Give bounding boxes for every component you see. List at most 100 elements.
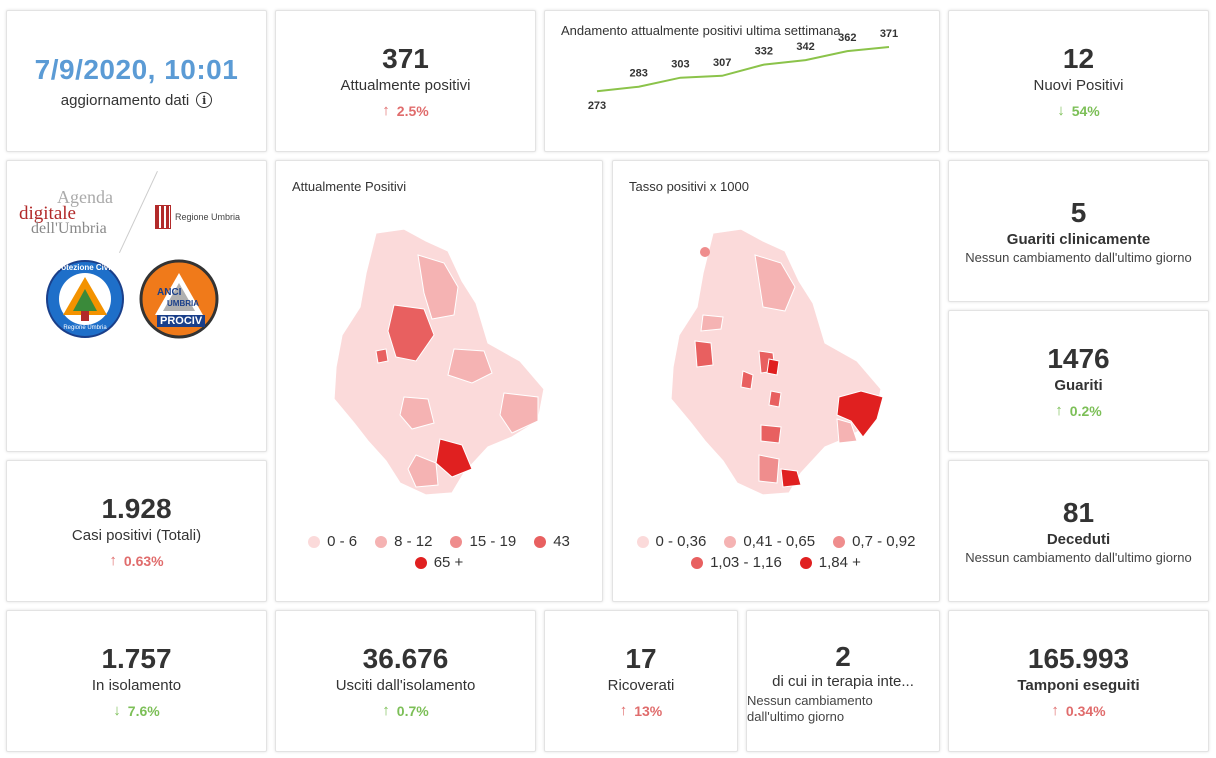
legend-label: 0,7 - 0,92 [852,533,916,550]
anci-logo-text1: ANCI [157,287,182,298]
ricoverati-delta: ↑ 13% [620,702,663,719]
legend-label: 0 - 0,36 [655,533,707,550]
map1-choropleth[interactable] [276,211,603,551]
map2-area-southeast[interactable] [836,418,858,444]
casi-totali-value: 1.928 [101,493,172,524]
trend-point-label: 273 [588,100,606,112]
tamponi-label: Tamponi eseguiti [1017,677,1140,694]
delta-value: 0.7% [396,702,429,719]
trend-point-label: 283 [630,68,648,80]
legend-dot-icon [691,556,704,569]
delta-value: 7.6% [127,702,160,719]
legend-dot-icon [308,535,321,548]
arrow-up-icon: ↑ [109,552,117,569]
trend-point-label: 303 [671,59,689,71]
map2-area-terni[interactable] [780,468,802,488]
update-label: aggiornamento dati [60,91,190,109]
guariti-label: Guariti [1054,377,1103,394]
legend-dot-icon [636,535,649,548]
anci-logo-text3: PROCIV [157,315,206,327]
legend-dot-icon [450,535,463,548]
map2-area-east[interactable] [836,390,884,438]
guariti-delta: ↑ 0.2% [1055,402,1101,419]
terapia-value: 2 [835,641,851,672]
map1-area-southeast[interactable] [499,392,539,434]
trend-chart-card: Andamento attualmente positivi ultima se… [544,10,940,152]
map-tasso-positivi-card: Tasso positivi x 1000 0 - 0,36 0,41 - 0,… [612,160,940,602]
tamponi-delta: ↑ 0.34% [1051,702,1105,719]
nuovi-positivi-value: 12 [1062,43,1095,74]
regione-emblem-icon [155,205,171,229]
map1-legend-item-3: 43 [534,533,570,550]
map1-legend: 0 - 6 8 - 12 15 - 19 43 65 + [276,533,602,571]
map2-area-northwest[interactable] [700,314,724,332]
trend-point-label: 332 [755,46,773,58]
casi-totali-card: 1.928 Casi positivi (Totali) ↑ 0.63% [6,460,267,602]
legend-label: 0 - 6 [327,533,358,550]
arrow-up-icon: ↑ [619,702,628,719]
map1-area-east[interactable] [447,348,493,384]
arrow-up-icon: ↑ [1055,402,1063,419]
logos-card: Agenda digitale dell'Umbria Regione Umbr… [6,160,267,452]
map2-choropleth[interactable] [613,211,940,551]
terapia-note: Nessun cambiamento dall'ultimo giorno [747,693,873,724]
guariti-clinicamente-note: Nessun cambiamento dall'ultimo giorno [965,249,1192,265]
map2-area-north[interactable] [754,254,796,312]
map2-area-center-2[interactable] [766,358,780,376]
map1-legend-item-4: 65 + [414,554,464,571]
trend-point-label: 362 [838,32,856,44]
info-icon[interactable]: i [196,92,213,108]
map2-area-north-dot[interactable] [700,247,710,257]
agenda-digitale-logo: Agenda digitale dell'Umbria [19,187,129,237]
legend-dot-icon [414,556,427,569]
map2-legend: 0 - 0,36 0,41 - 0,65 0,7 - 0,92 1,03 - 1… [613,533,939,571]
terapia-label: di cui in terapia inte... [772,673,914,690]
map2-area-south-2[interactable] [758,454,780,484]
legend-dot-icon [833,535,846,548]
map2-title: Tasso positivi x 1000 [629,179,749,194]
map1-area-small[interactable] [375,348,389,364]
legend-dot-icon [534,535,547,548]
update-date: 7/9/2020, 10:01 [34,53,239,85]
map2-area-center-4[interactable] [768,390,782,408]
deceduti-label: Deceduti [1046,530,1111,548]
map1-area-perugia[interactable] [387,304,435,362]
trend-chart: 273 283 303 307 332 342 362 371 [588,28,898,112]
map2-legend-item-2: 0,7 - 0,92 [833,533,915,550]
guariti-card: 1476 Guariti ↑ 0.2% [948,310,1209,452]
delta-value: 0.63% [123,552,164,569]
delta-value: 13% [634,702,663,719]
nuovi-positivi-label: Nuovi Positivi [1033,77,1124,94]
legend-label: 1,03 - 1,16 [710,554,782,571]
arrow-up-icon: ↑ [382,102,390,119]
legend-label: 1,84 + [818,554,861,571]
trend-point-label: 342 [796,41,814,53]
map1-legend-item-2: 15 - 19 [450,533,516,550]
casi-totali-label: Casi positivi (Totali) [71,527,202,544]
isolamento-delta: ↓ 7.6% [113,702,159,719]
attualmente-positivi-value: 371 [382,43,429,74]
guariti-clinicamente-card: 5 Guariti clinicamente Nessun cambiament… [948,160,1209,302]
terapia-intensiva-card: 2 di cui in terapia inte... Nessun cambi… [746,610,940,752]
map1-area-terni[interactable] [435,438,473,478]
map1-area-north[interactable] [417,254,459,320]
map1-area-orvieto[interactable] [407,454,439,488]
ricoverati-value: 17 [625,643,657,674]
regione-umbria-logo: Regione Umbria [155,205,240,229]
legend-dot-icon [724,535,737,548]
map1-title: Attualmente Positivi [292,179,407,194]
map1-area-center[interactable] [399,396,435,430]
attualmente-positivi-label: Attualmente positivi [340,77,471,94]
map2-area-south-1[interactable] [760,424,782,444]
guariti-clinicamente-label: Guariti clinicamente [1006,230,1151,248]
ricoverati-card: 17 Ricoverati ↑ 13% [544,610,738,752]
map-attualmente-positivi-card: Attualmente Positivi 0 - 6 8 - 12 15 - 1… [275,160,603,602]
delta-value: 2.5% [396,102,429,119]
map2-area-west[interactable] [694,340,714,368]
map2-area-center-3[interactable] [740,370,754,390]
legend-label: 65 + [433,554,464,571]
update-card: 7/9/2020, 10:01 aggiornamento dati i [6,10,267,152]
protezione-civile-subtext: Regione Umbria [63,325,107,331]
attualmente-positivi-card: 371 Attualmente positivi ↑ 2.5% [275,10,536,152]
deceduti-note: Nessun cambiamento dall'ultimo giorno [965,549,1192,565]
